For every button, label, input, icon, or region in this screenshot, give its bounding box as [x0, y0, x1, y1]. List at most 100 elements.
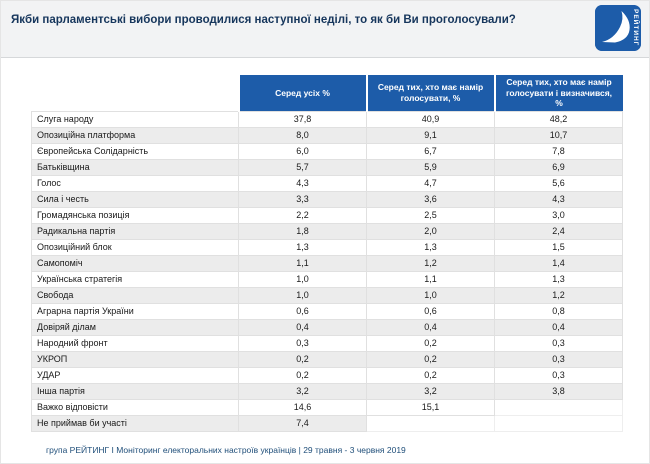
value-cell: 6,0	[238, 142, 367, 160]
value-cell: 3,0	[494, 206, 623, 224]
value-cell: 7,8	[494, 142, 623, 160]
column-header-all: Серед усіх %	[237, 75, 367, 112]
value-cell: 4,3	[494, 190, 623, 208]
value-cell: 2,5	[366, 206, 495, 224]
value-cell: 0,2	[366, 366, 495, 384]
table-row: Опозиційний блок 1,3 1,3 1,5	[31, 238, 623, 256]
value-cell: 1,0	[238, 270, 367, 288]
table-row: Свобода 1,0 1,0 1,2	[31, 286, 623, 304]
value-cell: 1,1	[366, 270, 495, 288]
value-cell: 6,9	[494, 158, 623, 176]
value-cell: 0,6	[238, 302, 367, 320]
value-cell: 0,3	[494, 350, 623, 368]
table-header-row: Серед усіх % Серед тих, хто має намір го…	[32, 75, 623, 112]
value-cell: 40,9	[366, 110, 495, 128]
table-row: Батьківщина 5,7 5,9 6,9	[31, 158, 623, 176]
party-name-cell: Не приймав би участі	[31, 414, 239, 432]
table-row: Довіряй ділам 0,4 0,4 0,4	[31, 318, 623, 336]
party-name-cell: Європейська Солідарність	[31, 142, 239, 160]
table-row: Самопоміч 1,1 1,2 1,4	[31, 254, 623, 272]
value-cell: 0,2	[366, 334, 495, 352]
party-name-cell: Радикальна партія	[31, 222, 239, 240]
table-row: Опозиційна платформа 8,0 9,1 10,7	[31, 126, 623, 144]
value-cell	[494, 414, 623, 432]
logo-text: РЕЙТИНГ	[632, 9, 639, 47]
party-name-cell: Батьківщина	[31, 158, 239, 176]
table-row: Інша партія 3,2 3,2 3,8	[31, 382, 623, 400]
party-name-cell: Народний фронт	[31, 334, 239, 352]
party-name-cell: Голос	[31, 174, 239, 192]
poll-table: Серед усіх % Серед тих, хто має намір го…	[31, 75, 623, 432]
value-cell: 5,9	[366, 158, 495, 176]
value-cell: 4,7	[366, 174, 495, 192]
value-cell: 8,0	[238, 126, 367, 144]
value-cell: 0,2	[366, 350, 495, 368]
value-cell: 3,6	[366, 190, 495, 208]
value-cell: 3,3	[238, 190, 367, 208]
value-cell: 10,7	[494, 126, 623, 144]
footer: група РЕЙТИНГ І Моніторинг електоральних…	[46, 445, 406, 455]
value-cell: 2,2	[238, 206, 367, 224]
table-row: Слуга народу 37,8 40,9 48,2	[31, 110, 623, 128]
value-cell: 37,8	[238, 110, 367, 128]
value-cell: 5,7	[238, 158, 367, 176]
party-name-cell: Українська стратегія	[31, 270, 239, 288]
value-cell: 2,0	[366, 222, 495, 240]
table-row: Радикальна партія 1,8 2,0 2,4	[31, 222, 623, 240]
sail-icon	[595, 5, 641, 51]
table-row: Не приймав би участі 7,4	[31, 414, 623, 432]
table-row: Голос 4,3 4,7 5,6	[31, 174, 623, 192]
value-cell: 0,2	[238, 350, 367, 368]
value-cell: 0,6	[366, 302, 495, 320]
party-name-cell: УДАР	[31, 366, 239, 384]
value-cell: 0,4	[238, 318, 367, 336]
rating-group-logo: РЕЙТИНГ	[595, 5, 641, 51]
party-name-cell: Важко відповісти	[31, 398, 239, 416]
value-cell: 1,3	[494, 270, 623, 288]
page-title: Якби парламентські вибори проводилися на…	[11, 14, 516, 26]
value-cell	[366, 414, 495, 432]
value-cell: 1,0	[366, 286, 495, 304]
value-cell: 48,2	[494, 110, 623, 128]
table-row: Європейська Солідарність 6,0 6,7 7,8	[31, 142, 623, 160]
value-cell: 4,3	[238, 174, 367, 192]
party-name-cell: УКРОП	[31, 350, 239, 368]
value-cell: 0,4	[494, 318, 623, 336]
value-cell: 3,8	[494, 382, 623, 400]
party-name-cell: Аграрна партія України	[31, 302, 239, 320]
header: Якби парламентські вибори проводилися на…	[1, 1, 649, 58]
party-name-cell: Опозиційна платформа	[31, 126, 239, 144]
value-cell: 0,8	[494, 302, 623, 320]
table-row: Українська стратегія 1,0 1,1 1,3	[31, 270, 623, 288]
value-cell: 3,2	[366, 382, 495, 400]
value-cell: 0,3	[494, 334, 623, 352]
party-name-cell: Сила і честь	[31, 190, 239, 208]
table-row: УКРОП 0,2 0,2 0,3	[31, 350, 623, 368]
value-cell: 1,4	[494, 254, 623, 272]
value-cell: 9,1	[366, 126, 495, 144]
value-cell: 1,2	[366, 254, 495, 272]
table-row: Аграрна партія України 0,6 0,6 0,8	[31, 302, 623, 320]
table-body: Слуга народу 37,8 40,9 48,2 Опозиційна платф…	[31, 110, 623, 432]
value-cell: 1,0	[238, 286, 367, 304]
table-row: Громадянська позиція 2,2 2,5 3,0	[31, 206, 623, 224]
value-cell: 5,6	[494, 174, 623, 192]
value-cell: 1,3	[366, 238, 495, 256]
table-row: Важко відповісти 14,6 15,1	[31, 398, 623, 416]
party-name-cell: Довіряй ділам	[31, 318, 239, 336]
source-note: група РЕЙТИНГ І Моніторинг електоральних…	[46, 445, 406, 455]
value-cell: 1,2	[494, 286, 623, 304]
party-name-cell: Громадянська позиція	[31, 206, 239, 224]
table-row: Сила і честь 3,3 3,6 4,3	[31, 190, 623, 208]
party-name-cell: Свобода	[31, 286, 239, 304]
value-cell: 1,3	[238, 238, 367, 256]
value-cell: 1,5	[494, 238, 623, 256]
value-cell: 1,1	[238, 254, 367, 272]
value-cell: 7,4	[238, 414, 367, 432]
party-name-cell: Опозиційний блок	[31, 238, 239, 256]
party-name-cell: Інша партія	[31, 382, 239, 400]
value-cell: 1,8	[238, 222, 367, 240]
party-column-header-blank	[32, 75, 239, 111]
value-cell	[494, 398, 623, 416]
